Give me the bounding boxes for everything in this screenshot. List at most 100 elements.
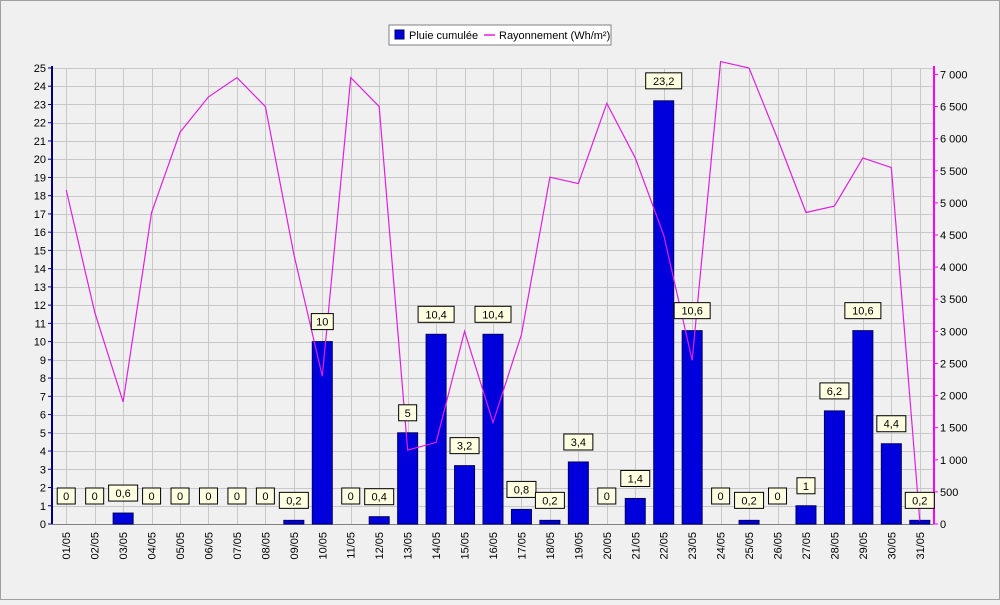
x-tick-label: 13/05	[403, 532, 415, 560]
data-label-text: 0,2	[286, 495, 301, 507]
x-tick-label: 01/05	[61, 532, 73, 560]
data-label: 0	[255, 487, 275, 505]
x-tick-label: 31/05	[915, 532, 927, 560]
x-tick-label: 03/05	[118, 532, 130, 560]
x-tick-label: 02/05	[90, 532, 102, 560]
legend-label-pluie: Pluie cumulée	[409, 30, 478, 42]
legend-swatch-pluie	[394, 29, 405, 40]
x-tick-label: 05/05	[175, 532, 187, 560]
y-left-tick-label: 10	[34, 337, 46, 349]
data-label-text: 0	[262, 491, 268, 503]
x-tick-label: 26/05	[773, 532, 785, 560]
data-label-text: 5	[405, 408, 411, 420]
data-label-text: 10,4	[482, 309, 503, 321]
y-left-tick-label: 7	[40, 391, 46, 403]
data-label: 4,4	[876, 415, 907, 433]
y-left-tick-label: 3	[40, 464, 46, 476]
x-tick-label: 10/05	[317, 532, 329, 560]
bars-pluie	[112, 100, 931, 525]
data-label-text: 6,2	[827, 386, 842, 398]
x-tick-label: 23/05	[687, 532, 699, 560]
x-tick-label: 21/05	[630, 532, 642, 560]
y-left-tick-label: 21	[34, 136, 46, 148]
data-label-text: 1	[803, 481, 809, 493]
data-label-text: 0,8	[514, 484, 529, 496]
y-left-tick-label: 18	[34, 191, 46, 203]
y-right-tick-label: 4 000	[940, 262, 968, 274]
data-label: 0	[341, 487, 361, 505]
x-tick-label: 11/05	[346, 532, 358, 559]
bar	[795, 505, 817, 525]
data-label-box	[876, 415, 907, 433]
bar	[738, 519, 760, 525]
x-tick-label: 18/05	[545, 532, 557, 560]
data-label-box	[56, 487, 76, 505]
data-label-box	[768, 487, 788, 505]
bar	[425, 333, 447, 525]
bar	[567, 461, 589, 525]
y-right-tick-label: 5 000	[940, 198, 968, 210]
data-label: 0,4	[364, 488, 395, 506]
data-label-text: 0,6	[115, 488, 130, 500]
y-axis-right: 0 500 1 000 1 500 2 000 2 500 3 000 3 500 4 000 4…	[933, 66, 968, 531]
bar	[539, 519, 561, 525]
y-right-tick-label: 2 500	[940, 358, 968, 370]
data-label-text: 23,2	[653, 76, 674, 88]
legend: Pluie cumulée Rayonnement (Wh/m²)	[388, 24, 612, 46]
data-label-box	[904, 491, 935, 509]
data-label: 0,6	[108, 484, 139, 502]
legend-label-rayonnement: Rayonnement (Wh/m²)	[499, 30, 610, 42]
y-left-tick-label: 16	[34, 227, 46, 239]
data-label: 0,2	[904, 491, 935, 509]
y-right-tick-label: 1 500	[940, 423, 968, 435]
data-label-text: 10,6	[681, 306, 702, 318]
data-label: 0,8	[506, 480, 537, 498]
y-left-tick-label: 11	[35, 318, 46, 330]
x-tick-label: 28/05	[829, 532, 841, 560]
data-label-box	[844, 302, 882, 320]
data-label-text: 10,4	[425, 309, 446, 321]
data-label: 0	[768, 487, 788, 505]
data-label-box	[711, 487, 731, 505]
data-label-box	[734, 491, 765, 509]
x-tick-label: 24/05	[716, 532, 728, 560]
data-label: 23,2	[645, 72, 683, 90]
bar	[112, 512, 134, 525]
data-label-box	[85, 487, 105, 505]
data-label-text: 4,4	[884, 419, 899, 431]
legend-box	[388, 24, 612, 46]
data-label-box	[398, 404, 418, 422]
bar	[311, 341, 333, 525]
data-label-box	[673, 302, 711, 320]
data-label-box	[341, 487, 361, 505]
data-label: 3,4	[563, 433, 594, 451]
data-label-text: 10	[316, 317, 328, 329]
x-tick-label: 09/05	[289, 532, 301, 560]
data-label-text: 0	[604, 491, 610, 503]
data-label: 0	[142, 487, 162, 505]
data-label-box	[170, 487, 190, 505]
data-label: 0	[711, 487, 731, 505]
data-label-box	[417, 305, 455, 323]
data-label: 1	[796, 477, 816, 495]
data-label-text: 0	[92, 491, 98, 503]
data-label-box	[819, 382, 850, 400]
bar	[283, 519, 305, 525]
y-right-tick-label: 500	[940, 487, 958, 499]
y-left-tick-label: 12	[34, 300, 46, 312]
y-left-tick-label: 2	[40, 483, 46, 495]
y-right-tick-label: 4 500	[940, 230, 968, 242]
data-label-text: 0	[774, 491, 780, 503]
data-label-box	[597, 487, 617, 505]
x-tick-label: 14/05	[431, 532, 443, 560]
bar	[482, 333, 504, 525]
data-label: 0	[85, 487, 105, 505]
y-right-tick-label: 5 500	[940, 166, 968, 178]
x-tick-label: 29/05	[858, 532, 870, 560]
y-left-tick-label: 1	[40, 501, 46, 513]
data-label: 0	[227, 487, 247, 505]
data-label: 10,4	[474, 305, 512, 323]
y-left-tick-label: 13	[34, 282, 46, 294]
y-right-tick-label: 7 000	[940, 69, 968, 81]
